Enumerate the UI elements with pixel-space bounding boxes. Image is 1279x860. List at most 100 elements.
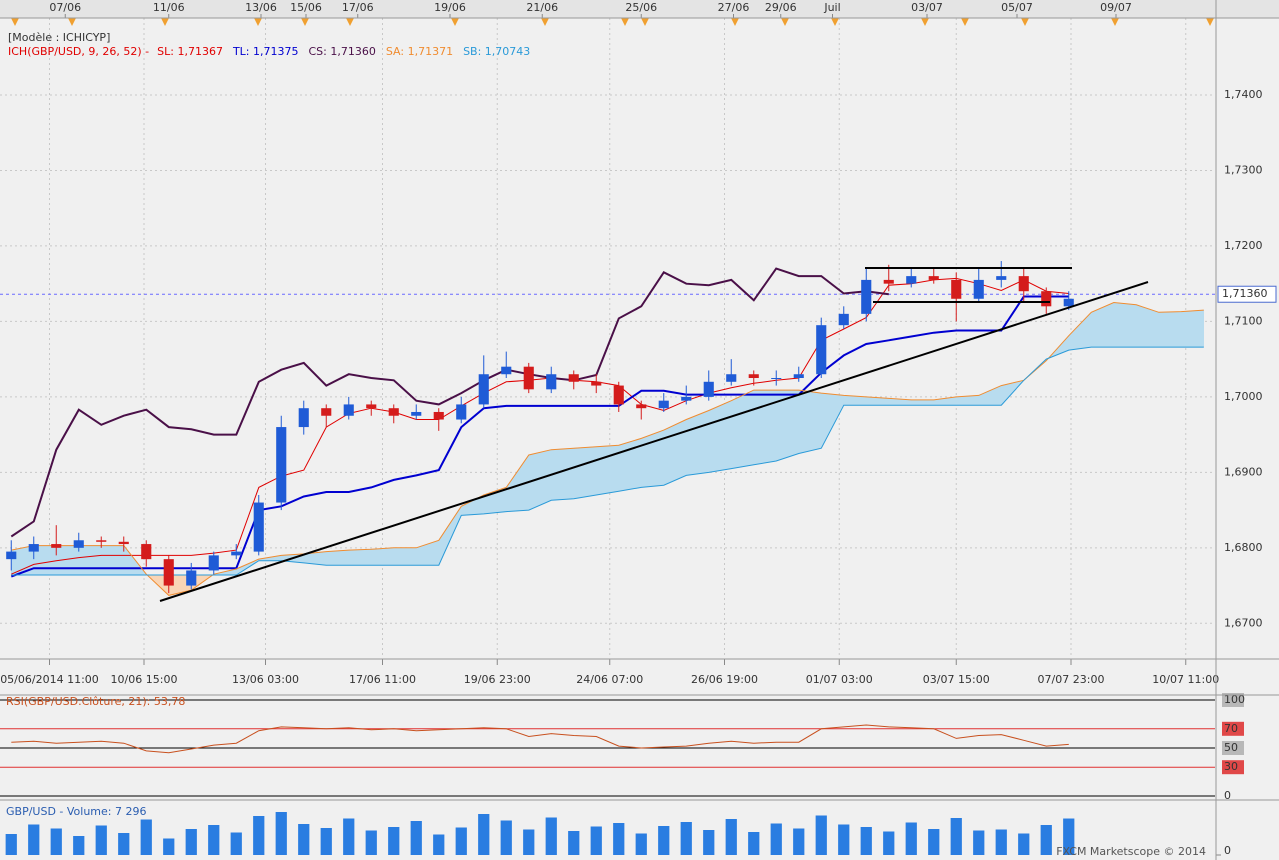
candle-body xyxy=(433,411,444,420)
legend-entry: SB: 1,70743 xyxy=(463,45,530,58)
volume-bar xyxy=(343,818,355,855)
rsi-line xyxy=(11,724,1069,754)
indicator-line xyxy=(11,301,1204,596)
volume-bar xyxy=(613,823,625,855)
candle-body xyxy=(996,276,1007,280)
event-marker xyxy=(961,18,969,26)
cloud xyxy=(753,389,777,466)
y-tick-label: 0 xyxy=(1224,789,1231,802)
cloud xyxy=(371,547,394,566)
event-marker xyxy=(346,18,354,26)
legend-entry: TL: 1,71375 xyxy=(232,45,299,58)
x-tick-label: 13/06 03:00 xyxy=(232,673,299,686)
candle-body xyxy=(703,381,714,397)
event-marker xyxy=(1021,18,1029,26)
event-marker xyxy=(1111,18,1119,26)
candle-body xyxy=(411,411,422,416)
y-tick-label: 30 xyxy=(1224,760,1238,773)
cloud xyxy=(326,549,349,566)
volume-bar xyxy=(860,827,872,855)
candle-body xyxy=(906,276,917,284)
cloud xyxy=(663,419,687,486)
volume-bar xyxy=(163,838,175,855)
cloud xyxy=(596,444,619,496)
candle-body xyxy=(231,551,242,556)
volume-bar xyxy=(725,819,737,855)
y-tick-label: 50 xyxy=(1224,741,1238,754)
cloud xyxy=(573,446,597,500)
legend-entry: SL: 1,71367 xyxy=(157,45,223,58)
candle-body xyxy=(478,374,489,405)
chart-title: [Modèle : ICHICYP] xyxy=(8,31,110,44)
candle-body xyxy=(501,366,512,375)
volume-bar xyxy=(703,830,715,855)
indicator-label: ICH(GBP/USD, 9, 26, 52) - xyxy=(8,45,149,58)
event-marker xyxy=(1206,18,1214,26)
x2-tick-label: 11/06 xyxy=(153,1,185,14)
volume-bar xyxy=(388,827,400,855)
x2-tick-label: 09/07 xyxy=(1100,1,1132,14)
candle-body xyxy=(96,540,107,542)
y-tick-bg xyxy=(1222,760,1244,775)
candle-body xyxy=(636,404,647,409)
volume-bar xyxy=(95,825,107,855)
event-marker xyxy=(641,18,649,26)
volume-bar xyxy=(478,814,490,855)
cloud xyxy=(1113,302,1137,348)
event-marker xyxy=(301,18,309,26)
y-tick-label: 1,6900 xyxy=(1224,465,1263,478)
candle-body xyxy=(51,544,62,548)
volume-bar xyxy=(230,832,242,855)
x2-tick-label: 27/06 xyxy=(718,1,750,14)
trend-line xyxy=(159,281,1149,602)
candle-body xyxy=(973,279,984,299)
x-tick-label: 07/07 23:00 xyxy=(1038,673,1105,686)
candle-body xyxy=(388,408,399,416)
cloud xyxy=(708,400,732,473)
y-tick-label: 0 xyxy=(1224,844,1231,857)
candle-body xyxy=(298,408,309,428)
volume-bar xyxy=(320,828,332,855)
candle-body xyxy=(276,427,287,503)
volume-bar xyxy=(635,833,647,855)
candle-body xyxy=(73,540,84,548)
panel-title: RSI(GBP/USD.Clôture, 21): 53,78 xyxy=(6,695,185,708)
candle-body xyxy=(951,279,962,299)
volume-bar xyxy=(838,824,850,855)
x2-tick-label: 13/06 xyxy=(245,1,277,14)
indicator-line xyxy=(11,346,1204,576)
volume-bar xyxy=(118,833,130,855)
y-tick-bg xyxy=(1222,721,1244,736)
volume-bar xyxy=(793,828,805,855)
volume-bar xyxy=(5,834,17,855)
x-tick-label: 10/07 11:00 xyxy=(1152,673,1219,686)
volume-bar xyxy=(28,824,40,855)
y-tick-label: 1,6800 xyxy=(1224,541,1263,554)
price-label-box xyxy=(1217,285,1277,303)
volume-bar xyxy=(770,823,782,855)
x2-tick-label: 15/06 xyxy=(290,1,322,14)
y-tick-label: 1,7400 xyxy=(1224,88,1263,101)
candle-body xyxy=(118,541,129,545)
candle-body xyxy=(748,374,759,379)
x2-tick-label: 25/06 xyxy=(625,1,657,14)
y-tick-label: 100 xyxy=(1224,693,1245,706)
x-tick-label: 05/06/2014 11:00 xyxy=(0,673,99,686)
cloud xyxy=(78,545,102,576)
volume-bar xyxy=(950,818,962,855)
volume-bar xyxy=(590,826,602,855)
volume-bar xyxy=(568,831,580,855)
top-axis-band xyxy=(0,0,1279,18)
indicator-line xyxy=(11,277,1069,575)
candle-body xyxy=(591,381,602,386)
x-tick-label: 17/06 11:00 xyxy=(349,673,416,686)
candle-body xyxy=(546,374,557,390)
volume-bar xyxy=(50,828,62,855)
x2-tick-label: 03/07 xyxy=(911,1,943,14)
volume-bar xyxy=(73,836,85,855)
volume-bar xyxy=(523,829,535,855)
volume-bar xyxy=(140,819,152,855)
candle-body xyxy=(141,544,152,560)
x2-tick-label: 21/06 xyxy=(526,1,558,14)
volume-bar xyxy=(253,816,265,855)
